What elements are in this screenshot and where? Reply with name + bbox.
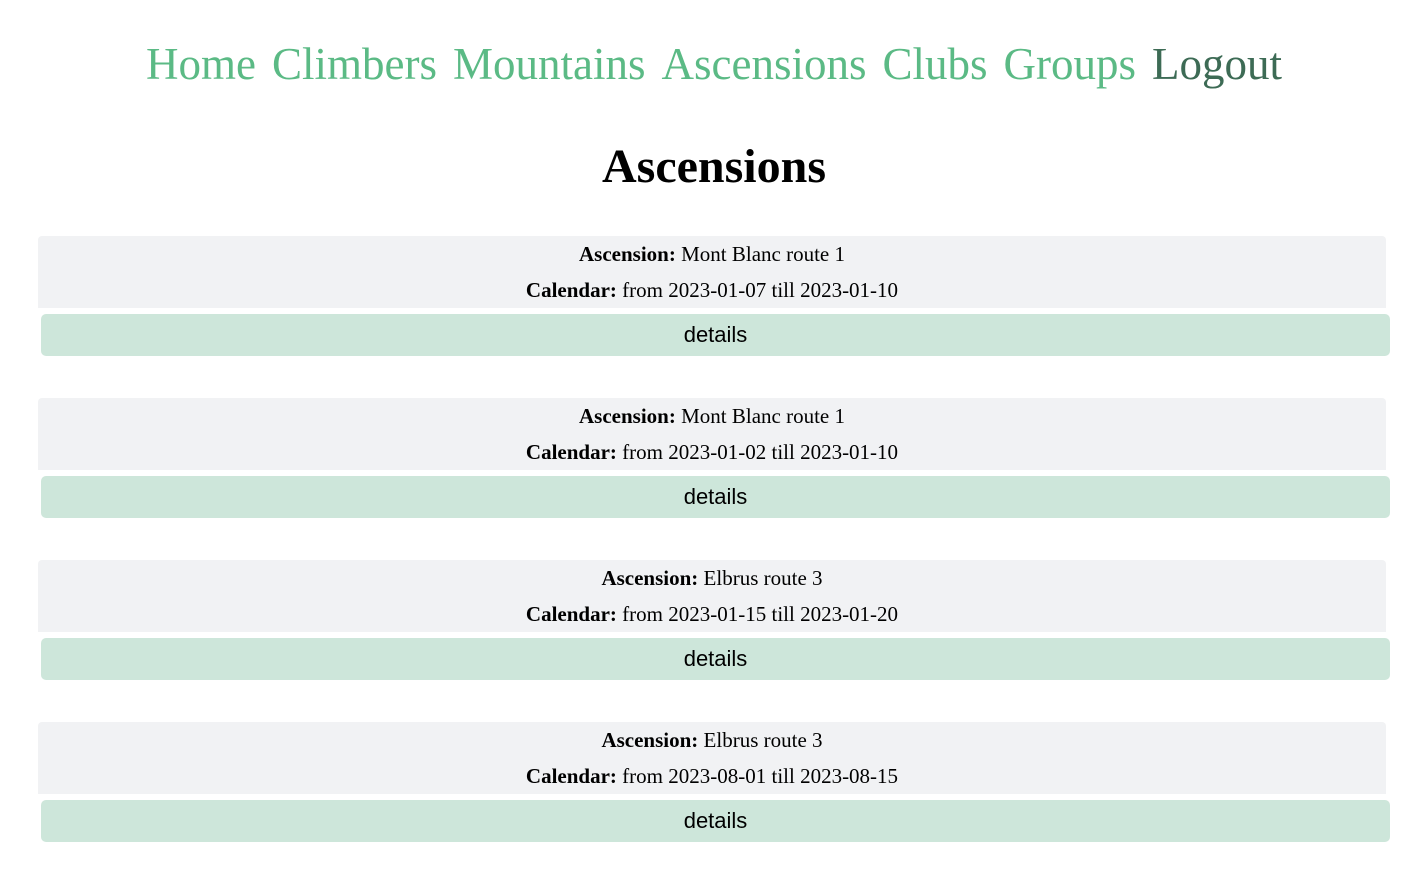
ascension-label: Ascension:: [601, 728, 699, 752]
ascension-row: Ascension: Elbrus route 3: [38, 722, 1386, 758]
ascension-name: Mont Blanc route 1: [681, 404, 845, 428]
ascension-name: Mont Blanc route 1: [681, 242, 845, 266]
details-button[interactable]: details: [41, 314, 1390, 356]
ascension-name: Elbrus route 3: [703, 566, 823, 590]
calendar-label: Calendar:: [525, 602, 617, 626]
ascension-card: Ascension: Mont Blanc route 1 Calendar: …: [38, 398, 1390, 518]
ascension-row: Ascension: Mont Blanc route 1: [38, 236, 1386, 272]
calendar-label: Calendar:: [525, 764, 617, 788]
main-nav: Home Climbers Mountains Ascensions Clubs Grou…: [0, 34, 1428, 94]
nav-link-clubs[interactable]: Clubs: [882, 39, 988, 89]
ascension-row: Ascension: Elbrus route 3: [38, 560, 1386, 596]
calendar-row: Calendar: from 2023-08-01 till 2023-08-1…: [38, 758, 1386, 794]
calendar-row: Calendar: from 2023-01-15 till 2023-01-2…: [38, 596, 1386, 632]
details-button[interactable]: details: [41, 800, 1390, 842]
page-title: Ascensions: [601, 140, 827, 193]
calendar-range: from 2023-08-01 till 2023-08-15: [622, 764, 899, 788]
ascension-label: Ascension:: [601, 566, 699, 590]
ascension-row: Ascension: Mont Blanc route 1: [38, 398, 1386, 434]
ascension-list: Ascension: Mont Blanc route 1 Calendar: …: [38, 236, 1390, 884]
ascension-card-info: Ascension: Mont Blanc route 1 Calendar: …: [38, 236, 1386, 308]
ascension-card: Ascension: Elbrus route 3 Calendar: from…: [38, 722, 1390, 842]
nav-link-climbers[interactable]: Climbers: [271, 39, 437, 89]
details-button[interactable]: details: [41, 476, 1390, 518]
nav-link-groups[interactable]: Groups: [1003, 39, 1137, 89]
ascension-card-info: Ascension: Mont Blanc route 1 Calendar: …: [38, 398, 1386, 470]
ascension-card-info: Ascension: Elbrus route 3 Calendar: from…: [38, 560, 1386, 632]
calendar-row: Calendar: from 2023-01-07 till 2023-01-1…: [38, 272, 1386, 308]
ascension-label: Ascension:: [579, 404, 676, 428]
calendar-label: Calendar:: [525, 278, 617, 302]
nav-link-ascensions[interactable]: Ascensions: [661, 39, 867, 89]
nav-link-logout[interactable]: Logout: [1152, 39, 1282, 89]
calendar-range: from 2023-01-07 till 2023-01-10: [622, 278, 899, 302]
ascension-name: Elbrus route 3: [703, 728, 823, 752]
calendar-range: from 2023-01-15 till 2023-01-20: [622, 602, 899, 626]
nav-link-home[interactable]: Home: [145, 39, 256, 89]
nav-link-mountains[interactable]: Mountains: [452, 39, 646, 89]
calendar-label: Calendar:: [525, 440, 617, 464]
ascension-card: Ascension: Elbrus route 3 Calendar: from…: [38, 560, 1390, 680]
calendar-range: from 2023-01-02 till 2023-01-10: [622, 440, 899, 464]
ascension-card-info: Ascension: Elbrus route 3 Calendar: from…: [38, 722, 1386, 794]
ascension-label: Ascension:: [579, 242, 676, 266]
calendar-row: Calendar: from 2023-01-02 till 2023-01-1…: [38, 434, 1386, 470]
ascension-card: Ascension: Mont Blanc route 1 Calendar: …: [38, 236, 1390, 356]
details-button[interactable]: details: [41, 638, 1390, 680]
